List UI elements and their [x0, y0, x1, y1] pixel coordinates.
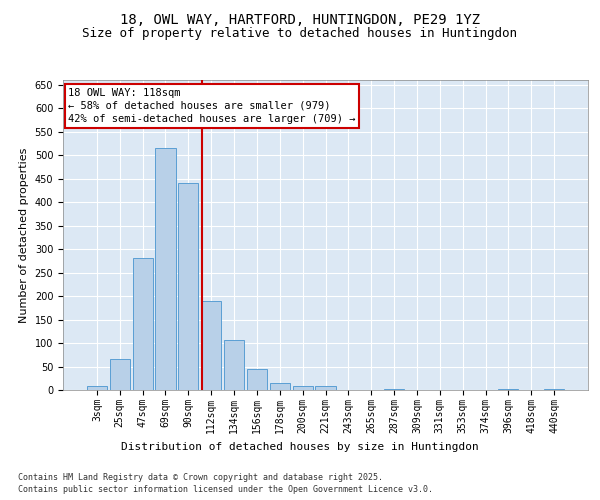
Text: Size of property relative to detached houses in Huntingdon: Size of property relative to detached ho… [83, 28, 517, 40]
Bar [201, 301, 221, 390]
Bar [133, 258, 152, 390]
Bar [155, 148, 176, 390]
Bar [247, 369, 267, 390]
Text: Contains public sector information licensed under the Open Government Licence v3: Contains public sector information licen… [18, 485, 433, 494]
Y-axis label: Number of detached properties: Number of detached properties [19, 148, 29, 322]
Bar [178, 184, 199, 390]
Bar [110, 360, 130, 390]
Bar [384, 388, 404, 390]
Text: 18, OWL WAY, HARTFORD, HUNTINGDON, PE29 1YZ: 18, OWL WAY, HARTFORD, HUNTINGDON, PE29 … [120, 12, 480, 26]
Bar [293, 386, 313, 390]
Bar [499, 388, 518, 390]
Bar [544, 388, 564, 390]
Text: Contains HM Land Registry data © Crown copyright and database right 2025.: Contains HM Land Registry data © Crown c… [18, 472, 383, 482]
Text: 18 OWL WAY: 118sqm
← 58% of detached houses are smaller (979)
42% of semi-detach: 18 OWL WAY: 118sqm ← 58% of detached hou… [68, 88, 356, 124]
Bar [316, 386, 335, 390]
Bar [224, 340, 244, 390]
Bar [87, 386, 107, 390]
Text: Distribution of detached houses by size in Huntingdon: Distribution of detached houses by size … [121, 442, 479, 452]
Bar [270, 383, 290, 390]
